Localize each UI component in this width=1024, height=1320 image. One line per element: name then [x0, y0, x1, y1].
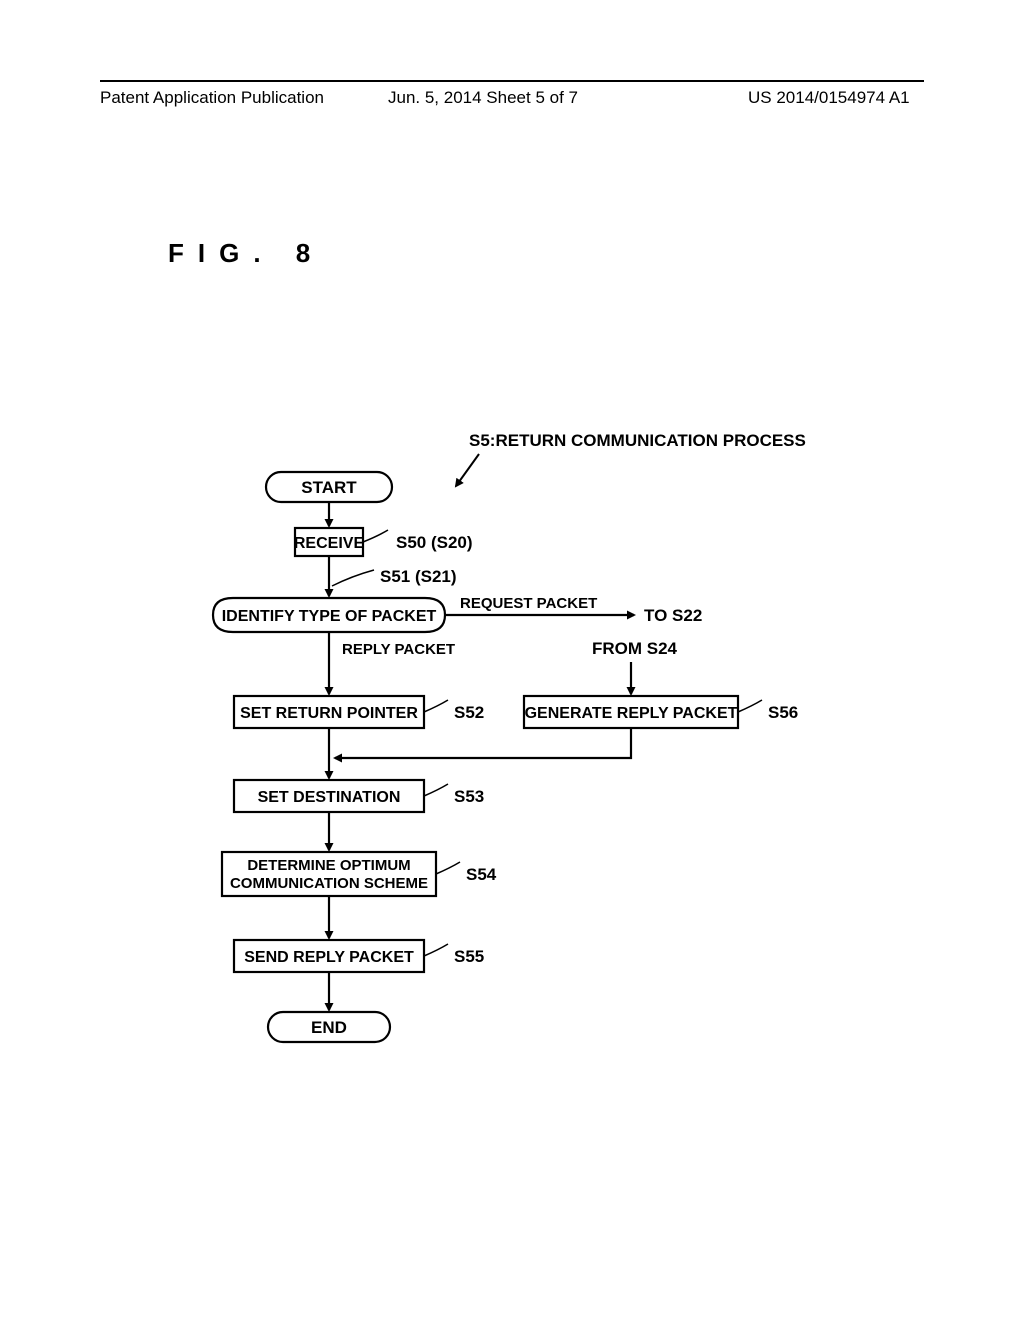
process-label: S5:RETURN COMMUNICATION PROCESS [469, 431, 806, 450]
svg-text:COMMUNICATION SCHEME: COMMUNICATION SCHEME [230, 875, 428, 892]
svg-text:RECEIVE: RECEIVE [294, 535, 365, 552]
send-reply-node: SEND REPLY PACKET [234, 940, 424, 972]
svg-text:DETERMINE OPTIMUM: DETERMINE OPTIMUM [247, 857, 410, 874]
s54-leader [436, 862, 460, 874]
request-label: REQUEST PACKET [460, 595, 597, 612]
s51-label: S51 (S21) [380, 567, 457, 586]
s55-label: S55 [454, 947, 484, 966]
svg-text:SET DESTINATION: SET DESTINATION [258, 789, 401, 806]
generate-reply-node: GENERATE REPLY PACKET [524, 696, 738, 728]
svg-text:SEND REPLY PACKET: SEND REPLY PACKET [244, 949, 414, 966]
start-node: START [266, 472, 392, 502]
s56-label: S56 [768, 703, 798, 722]
svg-text:GENERATE REPLY PACKET: GENERATE REPLY PACKET [525, 705, 738, 722]
identify-node: IDENTIFY TYPE OF PACKET [213, 598, 445, 632]
s53-label: S53 [454, 787, 484, 806]
s56-leader [738, 700, 762, 712]
flowchart-svg: S5:RETURN COMMUNICATION PROCESS START RE… [0, 0, 1024, 1320]
s51-leader [332, 570, 374, 586]
svg-text:END: END [311, 1018, 347, 1037]
s55-leader [424, 944, 448, 956]
end-node: END [268, 1012, 390, 1042]
s50-label: S50 (S20) [396, 533, 473, 552]
page: Patent Application Publication Jun. 5, 2… [0, 0, 1024, 1320]
determine-scheme-node: DETERMINE OPTIMUM COMMUNICATION SCHEME [222, 852, 436, 896]
s52-leader [424, 700, 448, 712]
svg-text:START: START [301, 478, 357, 497]
set-return-pointer-node: SET RETURN POINTER [234, 696, 424, 728]
s52-label: S52 [454, 703, 484, 722]
receive-node: RECEIVE [294, 528, 365, 556]
from-s24-label: FROM S24 [592, 639, 678, 658]
connector-s56-merge [335, 728, 631, 758]
set-destination-node: SET DESTINATION [234, 780, 424, 812]
svg-text:IDENTIFY TYPE OF PACKET: IDENTIFY TYPE OF PACKET [222, 608, 437, 625]
leader-line [456, 454, 479, 486]
s50-leader [363, 530, 388, 542]
s54-label: S54 [466, 865, 497, 884]
svg-text:SET RETURN POINTER: SET RETURN POINTER [240, 705, 418, 722]
reply-label: REPLY PACKET [342, 641, 455, 658]
s53-leader [424, 784, 448, 796]
to-s22-label: TO S22 [644, 606, 702, 625]
